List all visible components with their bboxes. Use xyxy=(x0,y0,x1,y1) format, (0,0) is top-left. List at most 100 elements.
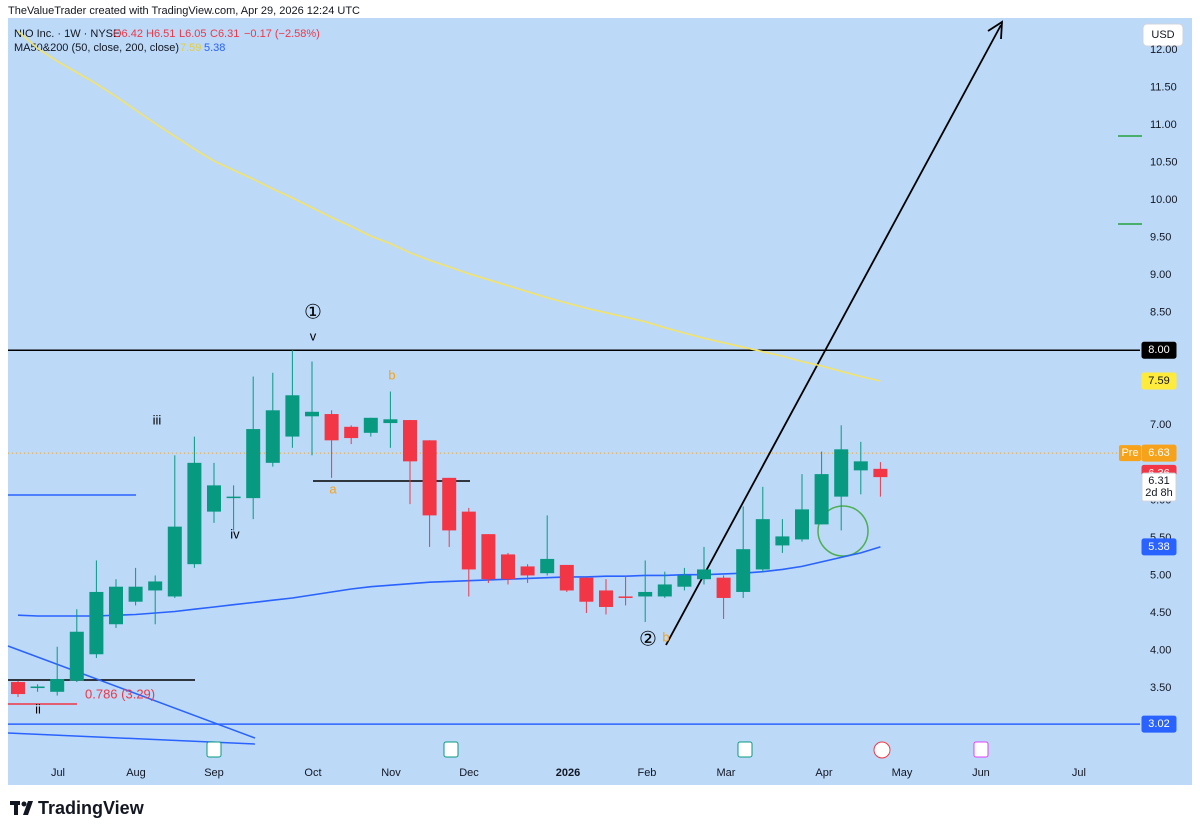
candle-body xyxy=(716,577,731,598)
candle-body xyxy=(775,536,790,546)
x-tick-label: Nov xyxy=(381,767,401,779)
drawing-line xyxy=(7,645,256,739)
y-tick-label: 8.50 xyxy=(1150,307,1171,319)
candle-body xyxy=(461,511,476,570)
y-tick-label: 5.00 xyxy=(1150,569,1171,581)
candle-body xyxy=(285,395,300,437)
candle-body xyxy=(540,558,555,574)
wave-label: ② xyxy=(639,628,657,650)
candle-body xyxy=(69,631,84,681)
candle-body xyxy=(736,549,751,592)
currency[interactable]: USD xyxy=(1151,29,1174,41)
price-label-tag: Pre xyxy=(1121,447,1138,459)
moving-average xyxy=(17,30,881,382)
price-label-box xyxy=(1141,472,1177,502)
arrow-head xyxy=(987,20,1004,40)
logo-mark xyxy=(14,801,18,815)
y-tick-label: 4.50 xyxy=(1150,607,1171,619)
wave-label: a xyxy=(329,481,337,496)
x-tick-label: Mar xyxy=(716,767,735,779)
logo-mark xyxy=(21,801,27,807)
x-tick-label: Jun xyxy=(972,767,990,779)
candle-body xyxy=(304,411,319,417)
price-label-box xyxy=(1141,341,1177,359)
attribution: TheValueTrader created with TradingView.… xyxy=(8,5,360,17)
candle-body xyxy=(657,584,672,597)
price-label-box xyxy=(1141,715,1177,733)
x-tick-label: Jul xyxy=(1072,767,1086,779)
brand: TradingView xyxy=(38,798,145,818)
trend-arrow xyxy=(665,24,1002,646)
x-tick-label: Oct xyxy=(304,767,321,779)
candle-body xyxy=(363,417,378,433)
earnings-icon xyxy=(973,741,989,758)
x-tick-label: May xyxy=(892,767,913,779)
x-tick-label: Aug xyxy=(126,767,146,779)
candle-body xyxy=(638,591,653,597)
y-tick-label: 4.00 xyxy=(1150,644,1171,656)
ohlc-change: −0.17 (−2.58%) xyxy=(244,28,320,40)
wave-label: v xyxy=(310,328,317,343)
candle-body xyxy=(50,679,65,692)
price-label: 6.63 xyxy=(1148,447,1169,459)
candle-body xyxy=(148,581,163,591)
candle-body xyxy=(383,419,398,424)
candle-body xyxy=(10,682,25,695)
wave-label: b xyxy=(662,629,669,644)
ohlc-high: H6.51 xyxy=(146,28,175,40)
wave-label: ① xyxy=(304,301,322,323)
x-tick-label: Feb xyxy=(637,767,656,779)
earnings-icon xyxy=(206,741,222,758)
price-label: 8.00 xyxy=(1148,344,1169,356)
candle-body xyxy=(677,575,692,587)
pane xyxy=(8,18,1192,785)
candle-body xyxy=(755,519,770,570)
candle-body xyxy=(696,569,711,580)
y-tick-label: 3.50 xyxy=(1150,682,1171,694)
wave-label: ii xyxy=(35,701,41,716)
ohlc-low: L6.05 xyxy=(179,28,207,40)
price-label-box xyxy=(1141,372,1177,390)
x-tick-label: Jul xyxy=(51,767,65,779)
candle-body xyxy=(402,420,417,462)
y-tick-label: 9.00 xyxy=(1150,269,1171,281)
indicator-value: 5.38 xyxy=(204,42,225,54)
candle-body xyxy=(128,586,143,602)
candle-body xyxy=(853,461,868,471)
candle-body xyxy=(265,410,280,463)
candle-body xyxy=(618,596,633,598)
candle-body xyxy=(89,591,104,655)
candle-body xyxy=(30,686,45,689)
candle-body xyxy=(559,564,574,591)
indicator: MA50&200 (50, close, 200, close) xyxy=(14,42,179,54)
price-label-box xyxy=(1141,444,1177,462)
candle-body xyxy=(814,474,829,525)
x-tick-label: 2026 xyxy=(556,767,580,779)
symbol: NIO Inc. · 1W · NYSE xyxy=(14,28,120,40)
y-tick-label: 10.00 xyxy=(1150,194,1178,206)
wave-label: 0.786 (3.29) xyxy=(85,686,155,701)
candle-body xyxy=(794,509,809,540)
candle-body xyxy=(187,462,202,565)
currency-button[interactable] xyxy=(1142,23,1184,47)
candle-body xyxy=(579,577,594,602)
candle-body xyxy=(344,426,359,439)
ohlc-open: O6.42 xyxy=(113,28,143,40)
y-tick-label: 12.00 xyxy=(1150,44,1178,56)
candle-body xyxy=(481,534,496,580)
dividend-icon xyxy=(873,741,891,759)
logo-mark xyxy=(23,801,33,815)
candle-body xyxy=(108,586,123,625)
candle-body xyxy=(226,496,241,499)
candle-body xyxy=(167,526,182,597)
x-tick-label: Sep xyxy=(204,767,224,779)
y-tick-label: 11.00 xyxy=(1150,119,1177,131)
candle-body xyxy=(442,477,457,531)
x-tick-label: Dec xyxy=(459,767,479,779)
x-tick-label: Apr xyxy=(815,767,832,779)
candle-body xyxy=(422,440,437,516)
highlight-circle xyxy=(817,505,869,557)
candle-body xyxy=(206,485,221,512)
ohlc-close: C6.31 xyxy=(210,28,239,40)
candle-body xyxy=(246,429,261,499)
